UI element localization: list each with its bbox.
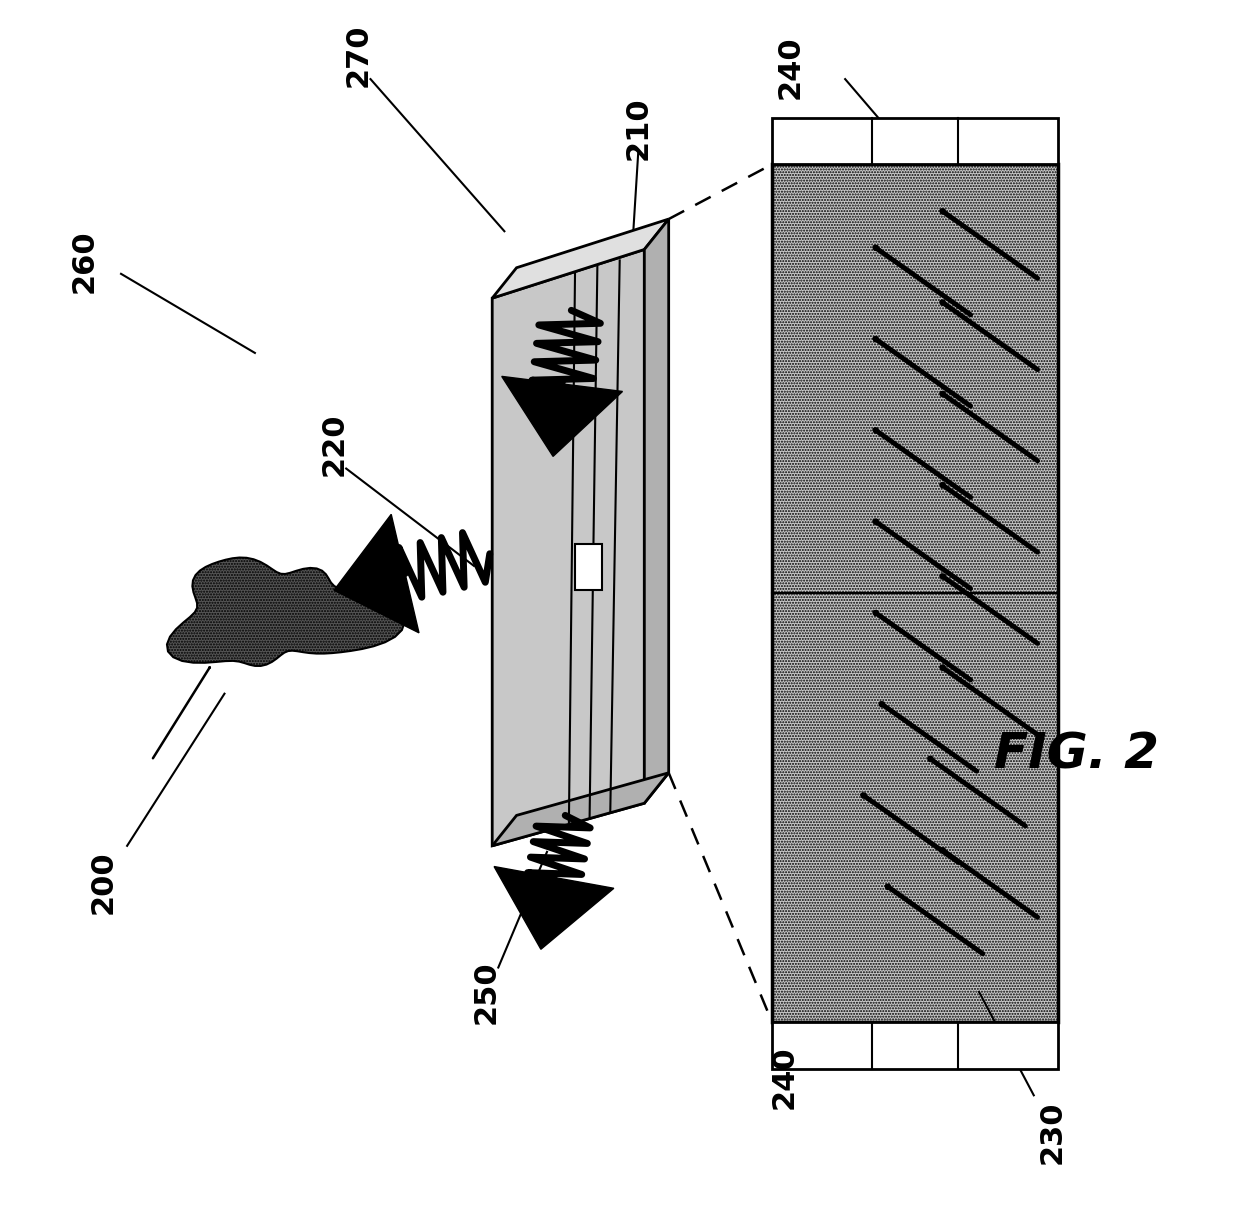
Polygon shape bbox=[494, 867, 614, 949]
Polygon shape bbox=[492, 249, 645, 846]
Bar bbox=[773, 1022, 1058, 1069]
Polygon shape bbox=[645, 219, 668, 803]
Polygon shape bbox=[334, 515, 419, 633]
Polygon shape bbox=[492, 219, 668, 298]
Text: 230: 230 bbox=[1038, 1100, 1066, 1163]
Bar bbox=[773, 118, 1058, 164]
Polygon shape bbox=[167, 557, 404, 666]
Polygon shape bbox=[502, 376, 622, 456]
Polygon shape bbox=[492, 773, 668, 846]
Text: 240: 240 bbox=[770, 1045, 799, 1109]
Text: 210: 210 bbox=[624, 96, 652, 159]
Bar bbox=[773, 164, 1058, 1022]
Text: 240: 240 bbox=[776, 35, 805, 99]
Text: 200: 200 bbox=[88, 851, 118, 914]
Text: FIG. 2: FIG. 2 bbox=[994, 730, 1159, 779]
Text: 220: 220 bbox=[320, 413, 348, 476]
Bar bbox=[575, 544, 601, 590]
Text: 250: 250 bbox=[471, 960, 501, 1023]
Text: 270: 270 bbox=[343, 23, 373, 86]
Text: 260: 260 bbox=[69, 230, 99, 293]
Bar bbox=[773, 164, 1058, 1022]
